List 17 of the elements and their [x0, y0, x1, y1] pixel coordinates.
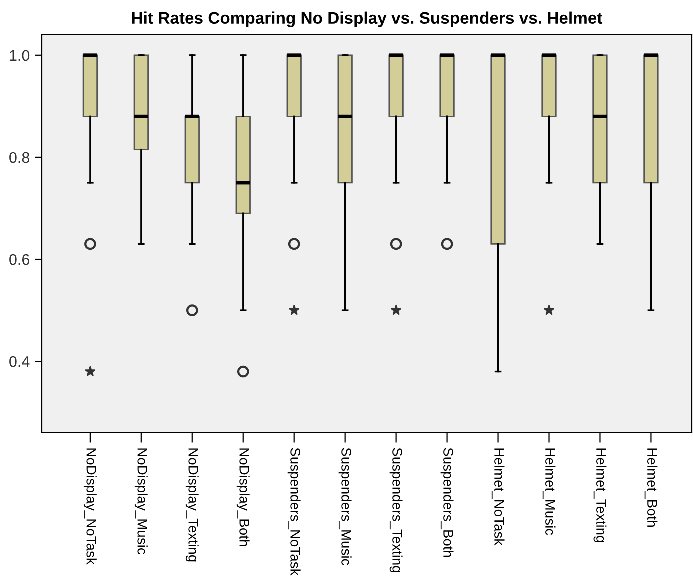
x-tick-label: Helmet_Texting	[594, 448, 607, 542]
chart-title: Hit Rates Comparing No Display vs. Suspenders vs. Helmet	[132, 12, 603, 28]
x-tick-label: Helmet_Both	[644, 448, 658, 527]
x-tick-label: NoDisplay_NoTask	[84, 448, 97, 565]
y-tick-label: 1.0	[10, 50, 30, 62]
x-tick-label: Suspenders_Music	[338, 448, 352, 566]
x-tick-label: Suspenders_Texting	[390, 448, 403, 573]
x-tick-label: NoDisplay_Texting	[186, 448, 199, 562]
x-tick-label: NoDisplay_Music	[134, 448, 148, 555]
x-tick-label: Suspenders_Both	[440, 448, 454, 558]
x-tick-label: Helmet_NoTask	[492, 448, 505, 546]
x-tick-label: Helmet_Music	[542, 448, 556, 536]
x-tick-label: NoDisplay_Both	[236, 448, 250, 546]
y-tick-label: 0.4	[10, 356, 30, 368]
x-tick-label: Suspenders_NoTask	[288, 448, 301, 576]
y-tick-label: 0.8	[10, 152, 30, 164]
y-tick-label: 0.6	[10, 254, 30, 266]
